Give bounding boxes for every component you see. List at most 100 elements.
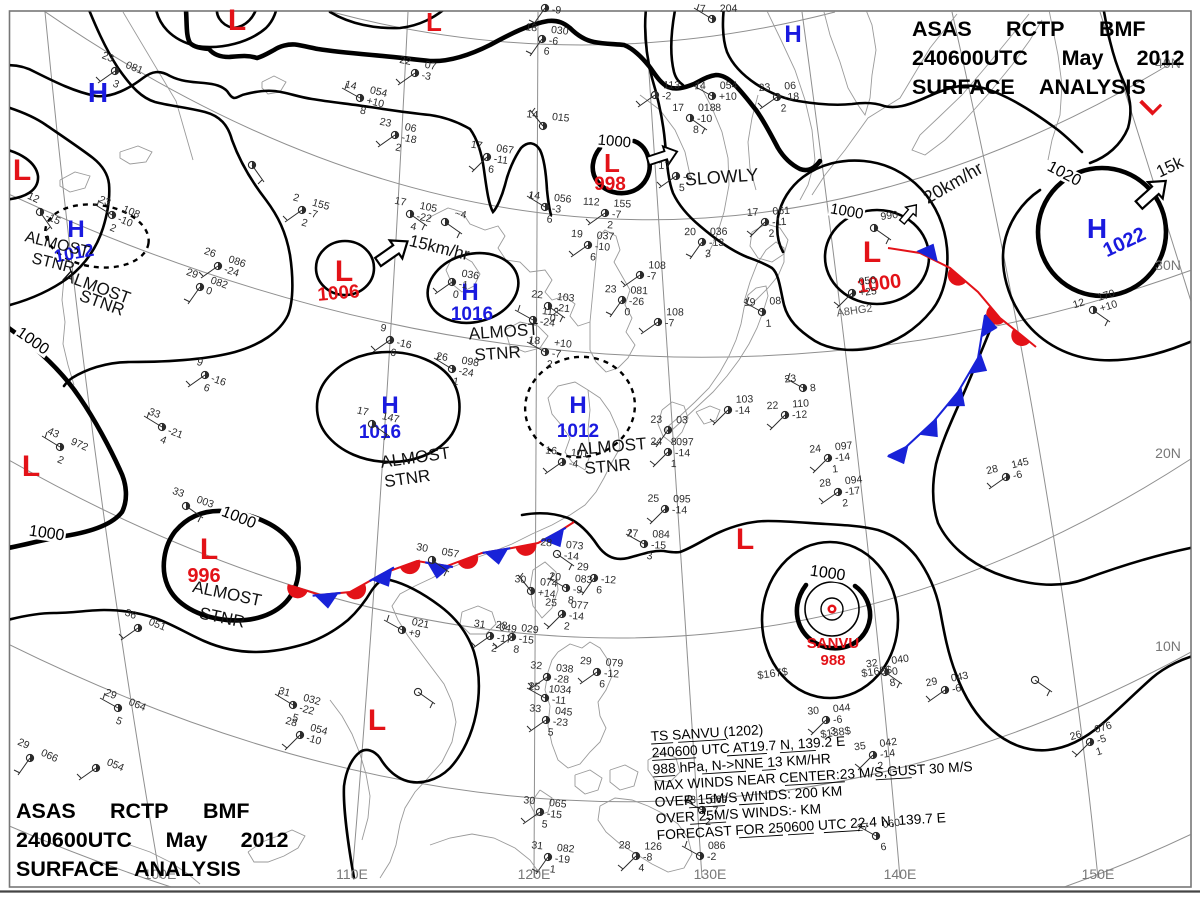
svg-text:8: 8 bbox=[693, 124, 699, 136]
svg-text:015: 015 bbox=[551, 111, 570, 125]
svg-text:12: 12 bbox=[1071, 296, 1086, 311]
svg-text:037: 037 bbox=[596, 230, 615, 243]
svg-text:-14: -14 bbox=[563, 550, 579, 563]
svg-text:26: 26 bbox=[202, 245, 217, 260]
svg-text:1000: 1000 bbox=[28, 523, 66, 545]
svg-text:-17: -17 bbox=[496, 632, 513, 646]
svg-text:-24: -24 bbox=[458, 365, 475, 379]
svg-text:-21: -21 bbox=[166, 425, 185, 442]
svg-text:H: H bbox=[1087, 213, 1107, 244]
svg-text:054: 054 bbox=[720, 80, 738, 92]
svg-text:May: May bbox=[1062, 46, 1104, 70]
svg-text:147: 147 bbox=[381, 410, 401, 426]
svg-text:996: 996 bbox=[187, 565, 220, 587]
svg-text:A8HG2: A8HG2 bbox=[836, 303, 873, 320]
svg-text:-3: -3 bbox=[551, 203, 562, 216]
svg-text:1: 1 bbox=[832, 463, 839, 476]
svg-text:-14: -14 bbox=[568, 610, 584, 623]
svg-text:-9: -9 bbox=[551, 4, 562, 17]
svg-text:8: 8 bbox=[567, 594, 574, 606]
svg-text:SURFACE: SURFACE bbox=[912, 75, 1015, 99]
svg-text:+10: +10 bbox=[719, 91, 737, 103]
svg-text:-2: -2 bbox=[707, 851, 717, 863]
svg-text:H: H bbox=[67, 216, 84, 243]
svg-text:$138$: $138$ bbox=[820, 725, 852, 741]
svg-text:-15: -15 bbox=[651, 539, 667, 552]
svg-text:31: 31 bbox=[277, 685, 292, 700]
svg-text:0: 0 bbox=[549, 312, 556, 325]
svg-text:+14: +14 bbox=[537, 587, 556, 601]
svg-text:-6: -6 bbox=[951, 682, 963, 696]
svg-text:-2: -2 bbox=[662, 90, 672, 102]
svg-text:1: 1 bbox=[671, 458, 677, 470]
svg-text:20: 20 bbox=[684, 226, 696, 238]
svg-text:-16: -16 bbox=[209, 373, 227, 389]
svg-text:145: 145 bbox=[1010, 456, 1030, 472]
svg-text:073: 073 bbox=[565, 539, 584, 553]
svg-text:030: 030 bbox=[550, 24, 569, 38]
svg-text:L: L bbox=[228, 4, 246, 37]
svg-text:6: 6 bbox=[880, 841, 888, 854]
svg-text:10N: 10N bbox=[1155, 638, 1181, 654]
svg-text:036: 036 bbox=[461, 268, 480, 283]
svg-text:BMF: BMF bbox=[1099, 17, 1146, 41]
svg-text:19: 19 bbox=[571, 228, 584, 241]
svg-text:082: 082 bbox=[556, 842, 575, 856]
svg-text:-10: -10 bbox=[697, 113, 712, 125]
svg-text:1000: 1000 bbox=[597, 132, 632, 152]
svg-text:32: 32 bbox=[530, 659, 543, 672]
svg-text:4: 4 bbox=[409, 220, 417, 233]
svg-text:1000: 1000 bbox=[809, 563, 847, 585]
svg-text:108: 108 bbox=[666, 306, 684, 318]
svg-text:082: 082 bbox=[209, 275, 230, 292]
svg-text:17: 17 bbox=[393, 195, 407, 209]
svg-text:110: 110 bbox=[792, 397, 810, 410]
svg-text:2012: 2012 bbox=[1137, 46, 1185, 70]
svg-text:105: 105 bbox=[419, 200, 439, 215]
svg-text:RCTP: RCTP bbox=[1006, 17, 1065, 41]
svg-text:40N: 40N bbox=[1155, 55, 1181, 71]
svg-text:+25: +25 bbox=[858, 285, 877, 299]
svg-text:28: 28 bbox=[819, 477, 832, 490]
svg-text:TS SANVU (1202): TS SANVU (1202) bbox=[650, 722, 763, 744]
svg-text:May: May bbox=[166, 828, 208, 852]
svg-text:0: 0 bbox=[891, 665, 899, 678]
svg-text:16: 16 bbox=[545, 444, 558, 457]
svg-text:110E: 110E bbox=[336, 866, 368, 882]
svg-text:20: 20 bbox=[549, 570, 562, 583]
svg-text:32: 32 bbox=[865, 657, 878, 671]
svg-text:19: 19 bbox=[744, 296, 756, 309]
svg-text:-12: -12 bbox=[792, 408, 808, 421]
svg-text:22: 22 bbox=[398, 54, 412, 68]
svg-text:14: 14 bbox=[526, 108, 539, 121]
svg-text:140E: 140E bbox=[884, 866, 917, 882]
svg-text:6: 6 bbox=[546, 213, 553, 226]
svg-text:17: 17 bbox=[672, 102, 684, 114]
svg-text:045: 045 bbox=[554, 705, 573, 719]
svg-text:3: 3 bbox=[705, 248, 711, 260]
svg-text:2: 2 bbox=[768, 228, 775, 240]
svg-text:30: 30 bbox=[523, 794, 536, 807]
svg-text:038: 038 bbox=[555, 662, 574, 676]
svg-text:23: 23 bbox=[650, 414, 662, 426]
svg-text:040: 040 bbox=[891, 653, 910, 667]
svg-text:108: 108 bbox=[648, 259, 666, 272]
svg-text:29: 29 bbox=[580, 655, 593, 668]
svg-text:240600UTC: 240600UTC bbox=[912, 46, 1028, 70]
svg-text:155: 155 bbox=[311, 197, 331, 213]
svg-text:14: 14 bbox=[694, 80, 706, 92]
svg-text:-7: -7 bbox=[709, 805, 719, 817]
svg-text:23: 23 bbox=[605, 283, 617, 296]
svg-text:126: 126 bbox=[644, 840, 662, 853]
svg-text:SURFACE: SURFACE bbox=[16, 857, 119, 881]
svg-text:H: H bbox=[784, 21, 801, 48]
svg-text:29: 29 bbox=[577, 561, 590, 574]
svg-text:5: 5 bbox=[547, 726, 554, 739]
svg-text:101: 101 bbox=[570, 447, 589, 461]
svg-text:240600UTC: 240600UTC bbox=[16, 828, 132, 852]
svg-text:ALMOST: ALMOST bbox=[468, 320, 539, 344]
svg-text:-18: -18 bbox=[400, 132, 417, 147]
svg-text:8: 8 bbox=[359, 105, 368, 118]
svg-text:-15: -15 bbox=[43, 210, 62, 227]
svg-text:1: 1 bbox=[549, 863, 556, 876]
